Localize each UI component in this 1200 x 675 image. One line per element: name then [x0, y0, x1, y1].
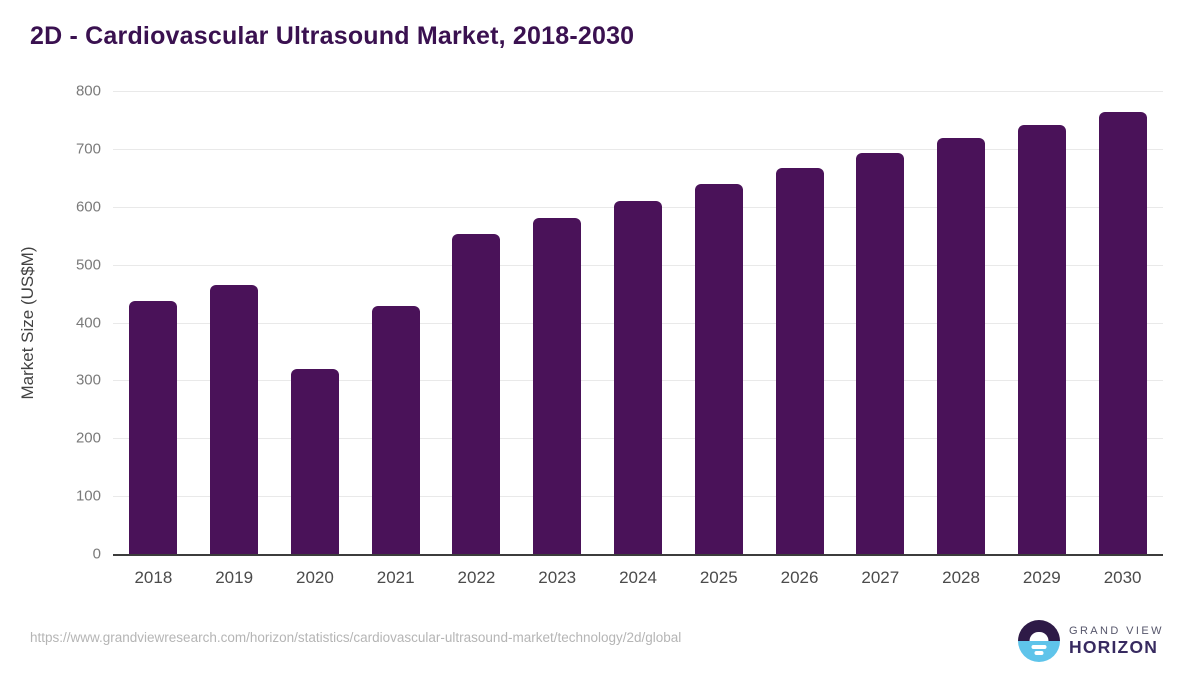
x-axis-tick-label: 2023	[538, 568, 577, 587]
y-axis-tick-label: 0	[92, 545, 101, 563]
logo-wave-shape	[1031, 645, 1047, 649]
bar-2024[interactable]	[614, 200, 662, 554]
y-axis-title: Market Size (US$M)	[18, 246, 37, 400]
bar-2027[interactable]	[856, 152, 905, 554]
y-axis-tick-label: 200	[75, 429, 101, 447]
logo-wave-shape	[1034, 651, 1044, 655]
x-axis-tick-label: 2019	[215, 568, 254, 587]
x-axis-tick-label: 2024	[619, 568, 657, 587]
bar-chart-plot-area: 0 100 200 300 400 500 600 700 800 2018 2019 2020 202…	[76, 83, 1163, 587]
x-axis-tick-label: 2030	[1103, 568, 1142, 587]
bar-2023[interactable]	[533, 217, 582, 554]
x-axis-tick-label: 2021	[376, 568, 415, 587]
y-axis-tick-label: 500	[75, 256, 101, 274]
horizon-sun-icon	[1018, 620, 1060, 662]
x-axis-tick-label: 2018	[134, 568, 173, 587]
bar-2025[interactable]	[694, 184, 743, 554]
logo-product-name: HORIZON	[1069, 637, 1159, 658]
logo-brand-name: GRAND VIEW	[1069, 624, 1164, 637]
bar-2020[interactable]	[290, 368, 339, 554]
page-title: 2D - Cardiovascular Ultrasound Market, 2…	[30, 22, 635, 50]
bar-2030[interactable]	[1098, 112, 1147, 554]
bar-2021[interactable]	[371, 305, 420, 554]
x-axis-tick-label: 2028	[942, 568, 980, 587]
y-axis-tick-label: 100	[75, 487, 101, 505]
bar-2026[interactable]	[775, 167, 824, 554]
y-axis-tick-label: 300	[75, 371, 101, 389]
x-axis-tick-label: 2025	[699, 568, 738, 587]
y-axis-tick-label: 600	[75, 198, 101, 216]
bar-2018[interactable]	[129, 301, 178, 554]
source-url-link[interactable]: https://www.grandviewresearch.com/horizo…	[30, 630, 682, 645]
x-axis-tick-label: 2022	[457, 568, 496, 587]
gridline	[113, 148, 1163, 150]
x-axis-tick-label: 2020	[296, 568, 334, 587]
bar-2028[interactable]	[937, 138, 986, 554]
y-axis-tick-label: 700	[75, 140, 101, 158]
bar-2022[interactable]	[452, 233, 501, 554]
x-axis-tick-label: 2029	[1022, 568, 1061, 587]
brand-logo: GRAND VIEW HORIZON	[1018, 620, 1164, 662]
bar-2029[interactable]	[1017, 124, 1066, 554]
logo-wordmark: GRAND VIEW HORIZON	[1069, 625, 1164, 658]
x-axis-tick-label: 2026	[780, 568, 819, 587]
logo-dome-shape	[1029, 632, 1049, 641]
y-axis-tick-label: 800	[75, 82, 101, 100]
x-axis-tick-label: 2027	[861, 568, 900, 587]
bar-2019[interactable]	[210, 284, 259, 554]
gridline	[113, 91, 1163, 92]
y-axis-tick-label: 400	[75, 314, 101, 331]
